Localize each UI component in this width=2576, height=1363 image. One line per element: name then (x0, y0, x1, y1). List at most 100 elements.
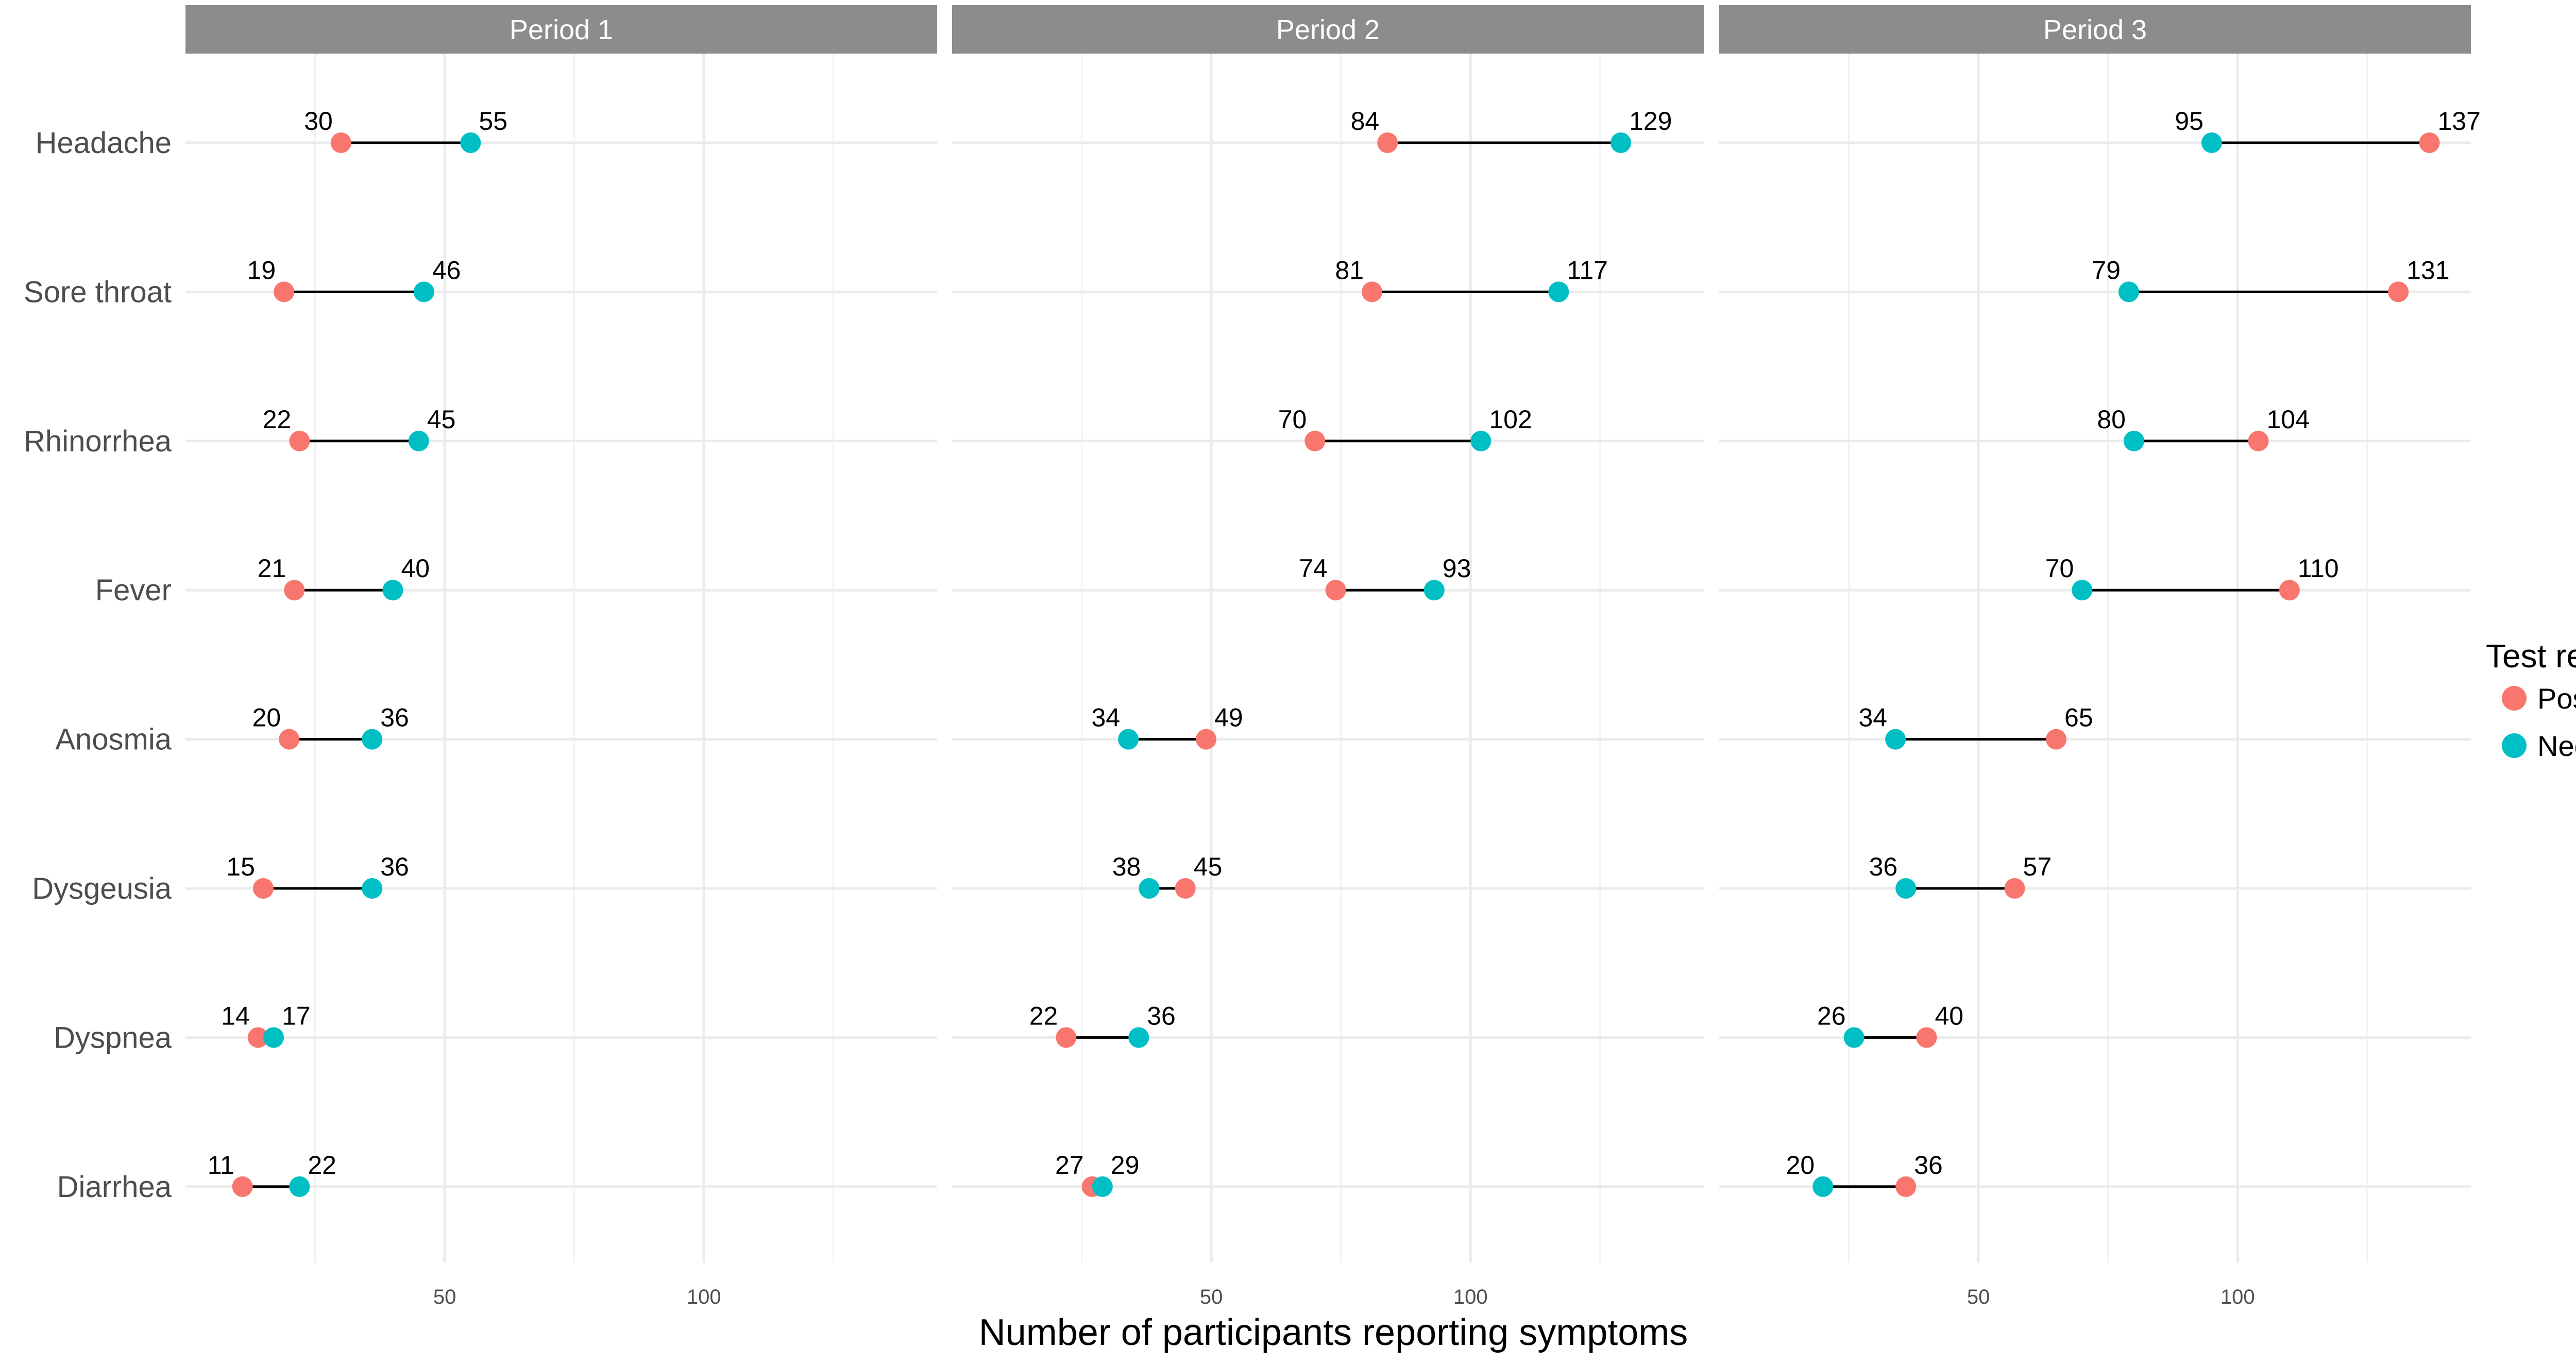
point-negative (1843, 1027, 1865, 1048)
point-negative (1611, 132, 1632, 153)
value-label-negative: 80 (2097, 405, 2126, 434)
panel-strip (952, 5, 1704, 54)
value-label-negative: 17 (282, 1001, 311, 1030)
value-label-negative: 55 (479, 107, 507, 136)
legend-label-positive: Positive (2537, 682, 2576, 715)
value-label-negative: 102 (1489, 405, 1532, 434)
value-label-positive: 131 (2406, 256, 2449, 284)
point-negative (2201, 132, 2222, 153)
value-label-positive: 30 (304, 107, 333, 136)
category-label: Diarrhea (57, 1170, 172, 1204)
value-label-negative: 79 (2092, 256, 2121, 284)
panel-3: Period 3 50 100 95 137 79 131 80 104 70 110 34 65 36 5… (1719, 5, 2481, 1308)
point-positive (252, 878, 274, 899)
point-negative (1812, 1176, 1834, 1197)
point-negative (1139, 878, 1160, 899)
panel-title: Period 1 (510, 14, 613, 45)
point-negative (1092, 1176, 1113, 1197)
legend-key-negative (2502, 733, 2527, 758)
value-label-positive: 22 (263, 405, 292, 434)
x-tick-label: 50 (433, 1286, 456, 1308)
value-label-negative: 95 (2175, 107, 2204, 136)
point-positive (289, 430, 310, 451)
value-label-positive: 27 (1055, 1151, 1084, 1180)
value-label-positive: 137 (2438, 107, 2481, 136)
value-label-positive: 15 (226, 852, 255, 881)
panels-layer: Period 1 50 100 30 55 19 46 22 45 21 40 20 36 15 36 14 1… (185, 5, 2481, 1308)
point-negative (289, 1176, 310, 1197)
value-label-positive: 20 (252, 703, 281, 732)
point-negative (413, 281, 434, 302)
x-tick-label: 100 (687, 1286, 721, 1308)
category-label: Dysgeusia (32, 872, 172, 905)
point-negative (1895, 878, 1917, 899)
point-negative (408, 430, 429, 451)
value-label-positive: 45 (1194, 852, 1223, 881)
category-label: Dyspnea (54, 1021, 172, 1054)
value-label-negative: 22 (308, 1151, 336, 1180)
point-positive (1325, 580, 1346, 601)
point-positive (247, 1027, 268, 1048)
point-negative (2118, 281, 2139, 302)
category-label: Anosmia (55, 723, 172, 756)
value-label-positive: 65 (2064, 703, 2093, 732)
panel-strip (1719, 5, 2471, 54)
value-label-negative: 93 (1443, 554, 1471, 583)
value-label-positive: 14 (221, 1001, 250, 1030)
panel-1: Period 1 50 100 30 55 19 46 22 45 21 40 20 36 15 36 14 1… (185, 5, 937, 1308)
panel-title: Period 3 (2043, 14, 2147, 45)
value-label-negative: 36 (1869, 852, 1898, 881)
point-positive (2004, 878, 2025, 899)
value-label-positive: 19 (247, 256, 276, 284)
point-negative (362, 729, 383, 750)
value-label-positive: 11 (208, 1151, 234, 1180)
value-label-positive: 81 (1335, 256, 1364, 284)
value-label-positive: 104 (2266, 405, 2309, 434)
point-negative (2123, 430, 2144, 451)
value-label-negative: 45 (427, 405, 456, 434)
point-positive (1196, 729, 1217, 750)
point-positive (2046, 729, 2067, 750)
value-label-negative: 40 (401, 554, 430, 583)
point-negative (2072, 580, 2093, 601)
point-negative (263, 1027, 284, 1048)
point-negative (460, 132, 481, 153)
value-label-negative: 36 (380, 852, 409, 881)
value-label-negative: 26 (1817, 1001, 1846, 1030)
point-positive (1056, 1027, 1077, 1048)
point-positive (2279, 580, 2300, 601)
legend-title: Test result (2486, 637, 2576, 675)
value-label-negative: 117 (1567, 256, 1608, 284)
value-label-positive: 21 (258, 554, 286, 583)
value-label-positive: 40 (1935, 1001, 1963, 1030)
category-labels: Headache Sore throat Rhinorrhea Fever Anosmi… (24, 126, 172, 1204)
point-positive (232, 1176, 253, 1197)
point-negative (1423, 580, 1445, 601)
legend: Test result Positive Negative (2486, 637, 2576, 762)
point-negative (382, 580, 403, 601)
value-label-positive: 22 (1029, 1001, 1058, 1030)
panel-2: Period 2 50 100 84 129 81 117 70 102 74 93 34 49 38 45… (952, 5, 1704, 1308)
panel-strip (185, 5, 937, 54)
point-positive (2388, 281, 2409, 302)
point-positive (1175, 878, 1196, 899)
category-label: Fever (95, 574, 172, 607)
x-tick-label: 50 (1967, 1286, 1990, 1308)
point-positive (279, 729, 300, 750)
point-negative (1470, 430, 1492, 451)
panel-title: Period 2 (1276, 14, 1380, 45)
value-label-negative: 46 (432, 256, 461, 284)
category-label: Headache (36, 126, 172, 160)
value-label-negative: 34 (1858, 703, 1887, 732)
category-label: Rhinorrhea (24, 425, 172, 458)
value-label-positive: 57 (2023, 852, 2052, 881)
value-label-positive: 70 (1278, 405, 1307, 434)
value-label-negative: 38 (1112, 852, 1141, 881)
x-tick-label: 100 (2221, 1286, 2255, 1308)
value-label-positive: 36 (1914, 1151, 1943, 1180)
point-positive (2248, 430, 2269, 451)
point-positive (330, 132, 351, 153)
legend-label-negative: Negative (2537, 730, 2576, 762)
value-label-negative: 36 (380, 703, 409, 732)
value-label-negative: 129 (1629, 107, 1672, 136)
